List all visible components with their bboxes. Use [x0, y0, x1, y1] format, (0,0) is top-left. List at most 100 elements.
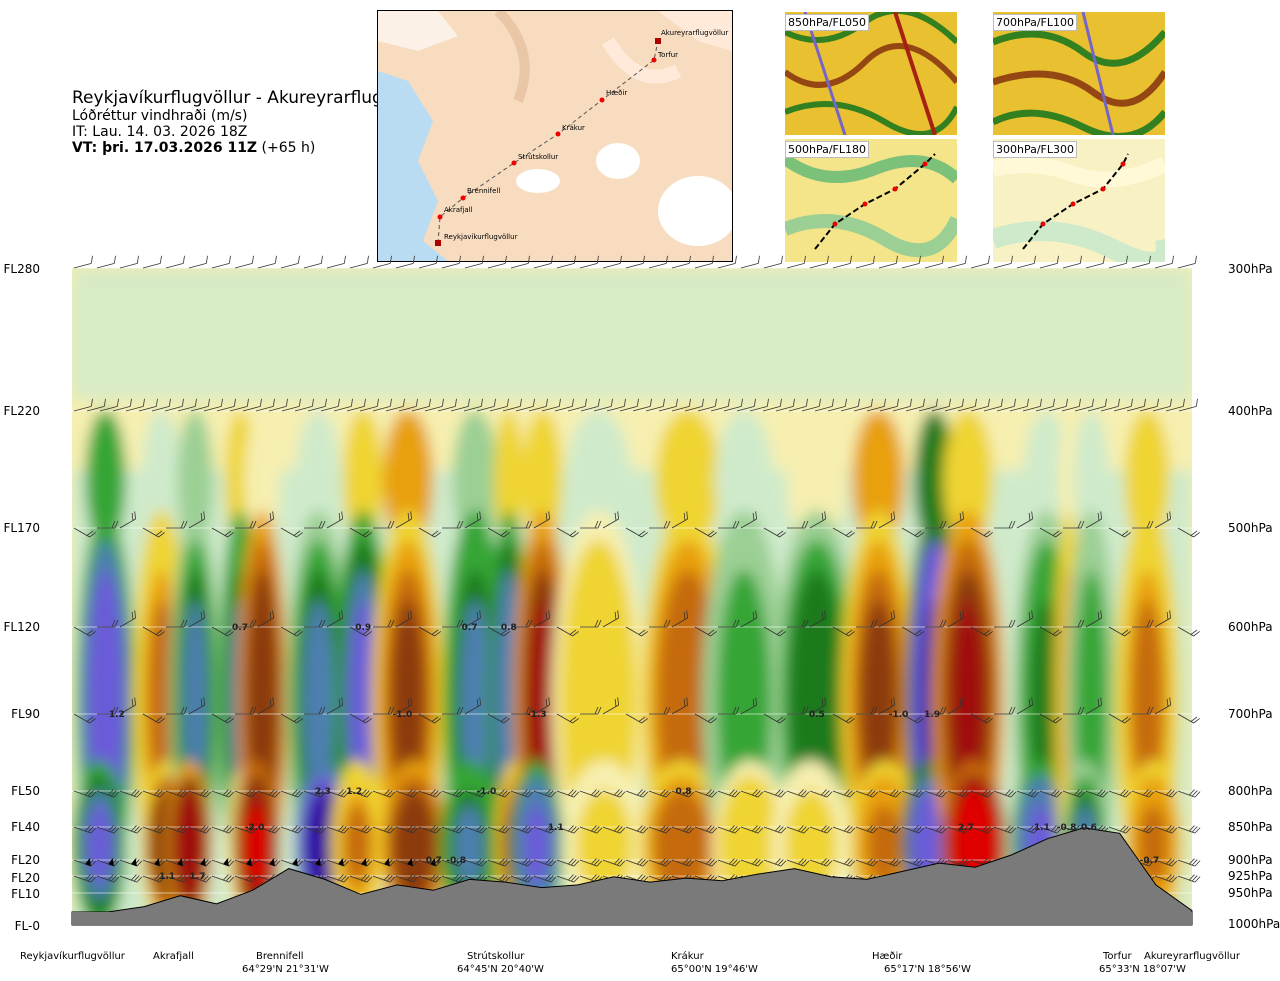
barb-feather — [1000, 398, 1003, 407]
barb-staff — [280, 626, 297, 637]
field-cell-low — [639, 760, 725, 925]
barb-feather — [665, 860, 672, 867]
wind-barb — [1132, 619, 1154, 628]
barb-feather — [870, 706, 875, 715]
barb-staff — [211, 626, 228, 637]
barb-feather — [570, 859, 577, 866]
barb-staff — [996, 405, 1015, 412]
wind-barb — [151, 398, 171, 412]
barb-feather — [662, 875, 669, 882]
field-cell-low — [501, 790, 528, 900]
barb-staff — [1062, 262, 1081, 269]
barb-feather — [590, 825, 597, 832]
wind-barb — [579, 858, 603, 867]
barb-feather — [780, 255, 783, 264]
barb-feather — [1099, 875, 1106, 882]
barb-staff — [740, 859, 759, 867]
barb-staff — [73, 405, 92, 412]
value-label: 0.7 — [426, 856, 442, 866]
barb-feather — [320, 860, 327, 867]
wind-barb — [119, 789, 143, 798]
barb-staff — [684, 405, 703, 412]
barb-feather — [1188, 858, 1195, 865]
wind-barb — [165, 255, 185, 269]
barb-feather — [682, 874, 689, 881]
field-cell-low — [82, 790, 117, 900]
barb-feather — [613, 789, 620, 796]
field-cell-low — [849, 760, 919, 925]
wind-barb — [1108, 874, 1132, 883]
barb-feather — [133, 826, 140, 833]
barb-staff — [1126, 405, 1145, 412]
wind-barb — [1177, 825, 1201, 834]
wind-barb — [788, 398, 808, 412]
field-cell-mid — [81, 540, 130, 860]
wind-barb — [671, 858, 695, 867]
wind-barb — [671, 697, 688, 715]
wind-barb — [164, 398, 184, 412]
value-label: 1.2 — [109, 710, 125, 720]
barb-staff — [528, 405, 547, 412]
barb-feather — [544, 789, 551, 796]
wind-barb — [234, 255, 254, 269]
wind-barb — [901, 713, 924, 724]
barb-feather — [159, 860, 166, 867]
barb-feather — [849, 876, 856, 883]
wind-barb — [717, 825, 741, 834]
barb-staff — [142, 527, 159, 538]
barb-feather — [294, 790, 301, 797]
barb-staff — [268, 405, 287, 412]
wind-barb — [809, 874, 833, 883]
barb-staff — [326, 859, 345, 867]
barb-feather — [917, 532, 924, 538]
barb-staff — [257, 262, 276, 269]
barb-staff — [648, 826, 667, 834]
wind-barb — [579, 874, 603, 883]
wind-barb — [234, 789, 258, 798]
barb-feather — [846, 790, 853, 797]
barb-feather — [869, 875, 876, 882]
barb-feather — [818, 398, 821, 407]
barb-staff — [119, 617, 136, 628]
wind-barb — [119, 511, 136, 529]
barb-staff — [602, 704, 619, 715]
wind-barb — [947, 511, 964, 529]
field-cell-low — [661, 805, 703, 885]
barb-feather — [686, 697, 688, 706]
barb-feather — [780, 876, 787, 883]
barb-feather — [567, 874, 574, 881]
field-cell-low — [454, 805, 484, 885]
wind-barb — [515, 398, 535, 412]
wind-barb — [1152, 398, 1172, 412]
barb-feather — [434, 631, 441, 637]
barb-feather — [431, 530, 439, 536]
barb-feather — [596, 791, 603, 798]
barb-feather — [532, 398, 535, 407]
wind-barb — [372, 825, 396, 834]
field-cell-mid — [1126, 570, 1169, 830]
barb-feather — [110, 875, 117, 882]
barb-feather — [779, 398, 782, 407]
field-cell-mid — [709, 540, 779, 860]
wind-barb — [1085, 697, 1102, 715]
barb-feather — [1190, 716, 1198, 722]
wind-barb — [211, 858, 235, 867]
barb-feather — [524, 859, 531, 866]
field-cell-mid — [169, 510, 221, 890]
barb-feather — [285, 398, 288, 407]
barb-feather — [479, 511, 481, 520]
barb-feather — [1148, 827, 1155, 834]
barb-staff — [257, 704, 274, 715]
wind-barb — [625, 527, 648, 538]
field-cell-mid — [910, 540, 959, 860]
wind-barb — [418, 825, 442, 834]
wind-barb — [901, 825, 925, 834]
wind-barb — [901, 527, 924, 538]
barb-staff — [1108, 262, 1127, 269]
barb-feather — [617, 511, 619, 520]
barb-feather — [84, 825, 91, 832]
barb-staff — [533, 859, 552, 867]
barb-feather — [182, 255, 185, 264]
wind-barb — [740, 789, 764, 798]
wind-barb — [510, 858, 534, 867]
